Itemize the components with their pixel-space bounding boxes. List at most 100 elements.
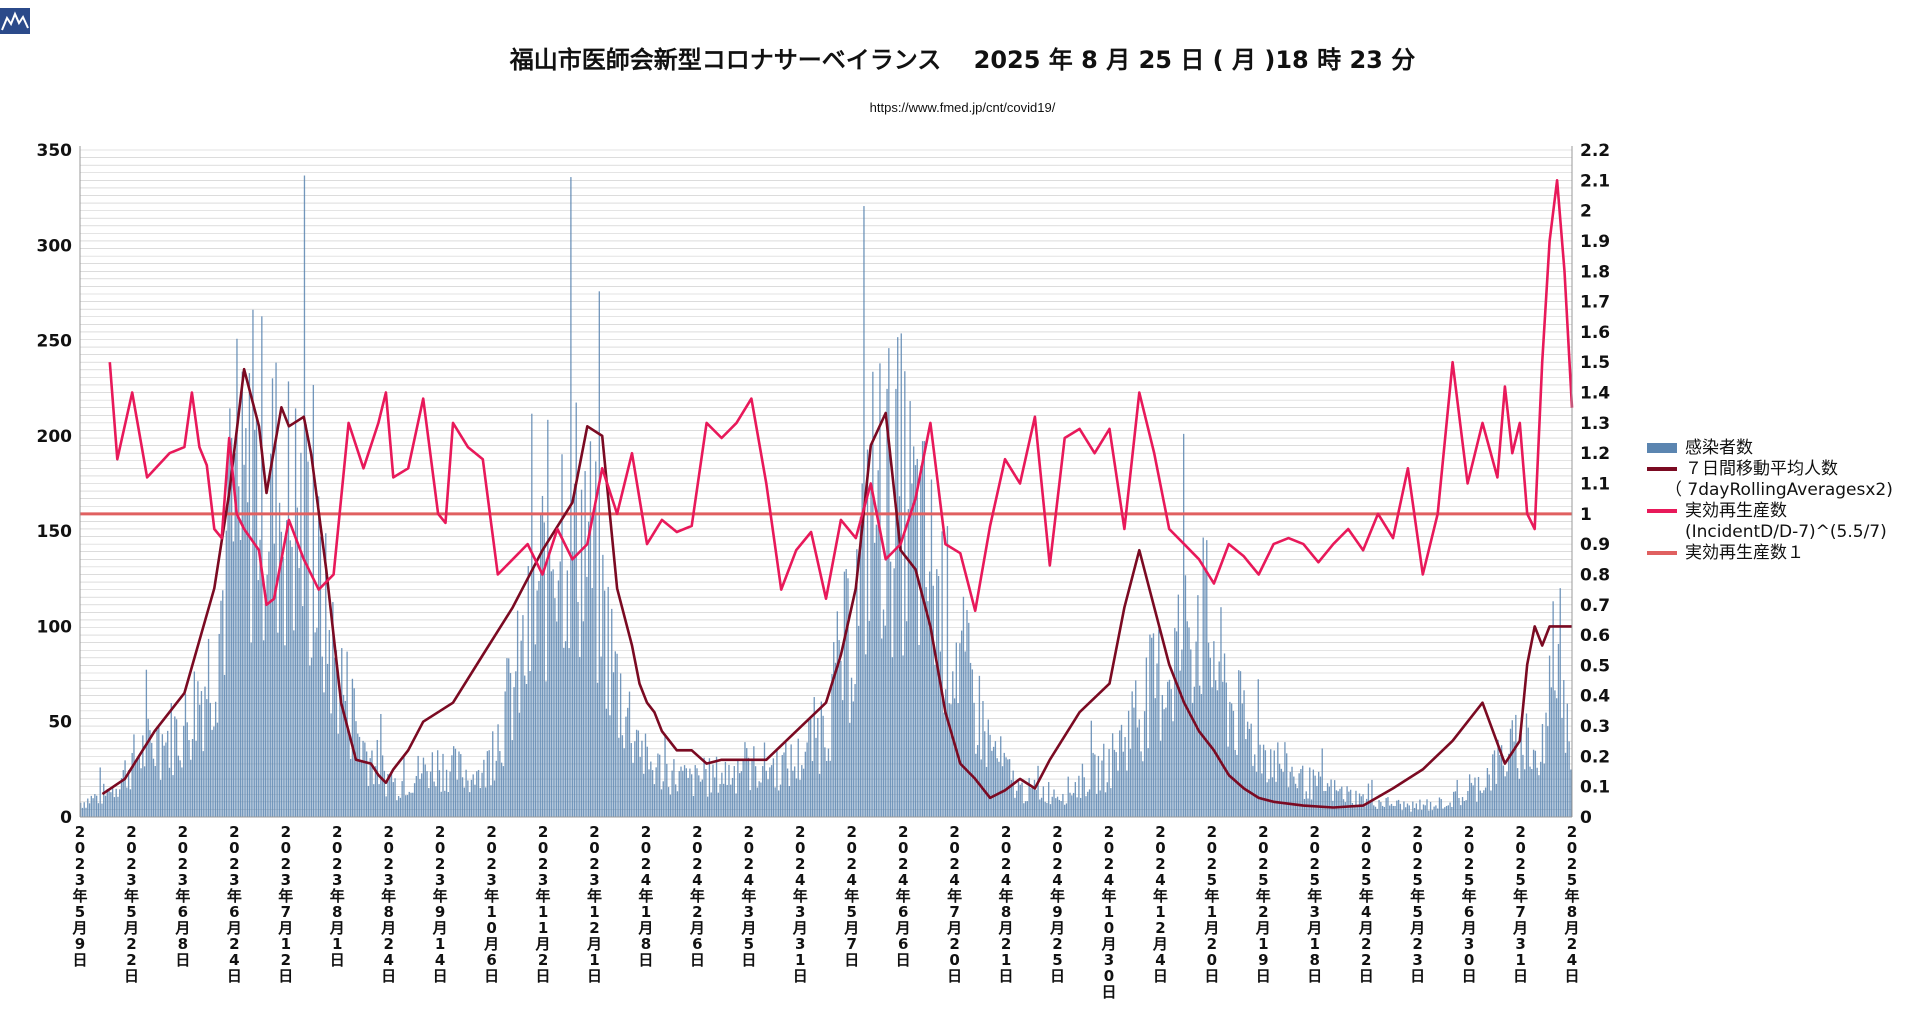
bar [394, 778, 396, 817]
bar [80, 802, 82, 817]
bar [1064, 804, 1066, 817]
y-left-tick-label: 150 [37, 522, 73, 542]
bar [140, 768, 142, 817]
y-right-tick-label: 0.1 [1580, 778, 1610, 798]
bar [200, 691, 203, 817]
bar [1300, 769, 1302, 817]
bar [309, 665, 311, 817]
bars-cases [80, 175, 1572, 818]
bar [149, 730, 151, 817]
y-right-tick-label: 0.2 [1580, 747, 1610, 767]
bar [989, 734, 991, 817]
bar [1184, 575, 1187, 817]
bar [1554, 690, 1556, 817]
bar [202, 751, 204, 817]
bar [875, 524, 878, 817]
bar [524, 675, 526, 817]
bar [1429, 801, 1432, 817]
bar [94, 794, 96, 817]
bar [616, 653, 618, 817]
bar [916, 458, 918, 817]
y-right-tick-label: 0 [1580, 808, 1592, 828]
bar [99, 767, 101, 817]
legend-swatch-rt [1647, 509, 1677, 513]
bar [609, 715, 611, 817]
bar [342, 694, 345, 817]
bar [262, 640, 265, 817]
bar [1506, 771, 1508, 817]
bar [1531, 768, 1533, 817]
bar [83, 802, 85, 817]
bar [1230, 703, 1233, 817]
bar [520, 640, 522, 817]
bar [1168, 679, 1171, 817]
bar [1559, 588, 1561, 817]
bar [1440, 799, 1442, 817]
bar [1135, 680, 1137, 817]
bar [820, 701, 822, 817]
legend-swatch-cases [1647, 443, 1677, 453]
bar [357, 733, 359, 817]
bar [691, 774, 693, 817]
bar [1095, 793, 1098, 817]
bar [897, 337, 899, 817]
bar [1124, 737, 1126, 817]
bar [966, 610, 968, 817]
bar [1088, 789, 1091, 817]
bar [296, 507, 299, 817]
bar [1111, 733, 1114, 817]
bar [101, 803, 103, 817]
bar [1158, 629, 1160, 817]
bar [1527, 727, 1529, 817]
bar [959, 643, 961, 817]
bar [1349, 789, 1352, 817]
bar [92, 798, 94, 817]
bar [611, 608, 613, 817]
bar [1325, 790, 1327, 817]
bar [1087, 791, 1089, 817]
y-right-tick-label: 2 [1580, 202, 1592, 222]
bar [854, 684, 856, 817]
bar [774, 787, 776, 817]
bar [826, 760, 828, 817]
bar [1534, 750, 1537, 817]
bar [865, 654, 867, 817]
bar [376, 739, 378, 817]
bar [181, 767, 183, 817]
bar [490, 785, 492, 817]
bar [371, 750, 373, 817]
chart-legend: 感染者数 ７日間移動平均人数 （ 7dayRollingAveragesx2) … [1647, 438, 1893, 564]
bar [644, 733, 647, 817]
bar [893, 568, 895, 817]
bar [154, 765, 156, 817]
bar [715, 756, 718, 817]
bar [319, 536, 322, 817]
bar [651, 770, 654, 817]
bar [344, 700, 346, 817]
bar [881, 638, 883, 817]
bar [481, 772, 483, 817]
bar [1264, 750, 1267, 817]
bar [1110, 788, 1112, 817]
bar [188, 740, 190, 817]
bar [1481, 792, 1483, 817]
bar [843, 571, 846, 817]
bar [1197, 595, 1199, 817]
bar [1190, 649, 1192, 817]
bar [1119, 730, 1121, 817]
bar [889, 561, 892, 817]
bar [447, 792, 449, 817]
bar [936, 569, 938, 817]
bar [701, 779, 703, 817]
bar [815, 737, 817, 817]
bar [607, 586, 609, 817]
bar [1103, 743, 1105, 817]
bar [422, 757, 425, 817]
bar [923, 441, 926, 817]
bar [856, 549, 858, 817]
bar [1270, 749, 1272, 817]
bar [465, 769, 467, 817]
bar [255, 418, 258, 817]
